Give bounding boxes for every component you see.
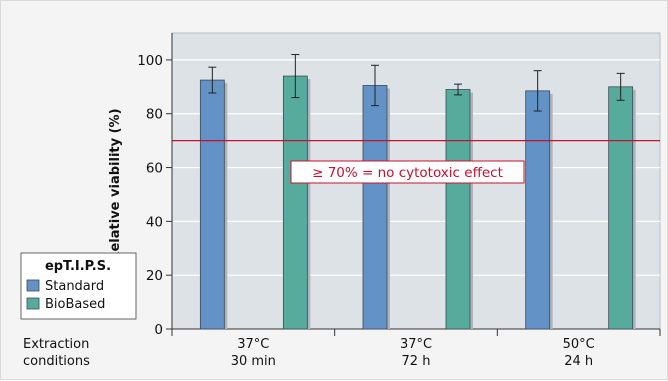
- y-tick-label: 80: [146, 107, 163, 123]
- bars: [199, 54, 636, 330]
- y-tick-label: 0: [154, 322, 163, 338]
- bar-biobased: [445, 89, 471, 330]
- bar-standard: [525, 90, 551, 330]
- legend-swatch: [26, 279, 40, 292]
- bar-biobased: [282, 75, 308, 330]
- legend: epT.I.P.S. Standard BioBased: [20, 252, 137, 320]
- y-tick-label: 60: [146, 161, 163, 177]
- legend-label: Standard: [45, 279, 104, 294]
- labels: 37°C 30 min 37°C 72 h 50°C 24 h Extraction cond…: [23, 337, 595, 369]
- x-tick-label: 30 min: [231, 354, 276, 369]
- y-tick-label: 100: [137, 53, 163, 69]
- y-axis-title: Relative viability (%): [108, 108, 123, 261]
- x-tick-label: 37°C: [237, 337, 269, 352]
- x-axis-title: conditions: [23, 354, 90, 369]
- bar-standard: [199, 79, 225, 330]
- x-tick-label: 50°C: [563, 337, 595, 352]
- bar-biobased: [608, 86, 634, 330]
- legend-box: [20, 252, 137, 320]
- y-tick-label: 20: [146, 268, 163, 284]
- legend-swatch: [26, 297, 40, 310]
- legend-label: BioBased: [45, 297, 105, 312]
- x-axis: [171, 328, 661, 336]
- legend-title: epT.I.P.S.: [45, 259, 111, 274]
- x-tick-label: 72 h: [402, 354, 431, 369]
- x-axis-title: Extraction: [23, 337, 89, 352]
- y-tick-label: 40: [146, 214, 163, 230]
- x-tick-label: 24 h: [564, 354, 593, 369]
- x-tick-label: 37°C: [400, 337, 432, 352]
- threshold-annotation: ≥ 70% = no cytotoxic effect: [312, 165, 503, 181]
- gridlines: [172, 59, 660, 276]
- y-axis: 0 20 40 60 80 100 Relative viability (%): [108, 33, 173, 338]
- bar-standard: [362, 85, 388, 330]
- threshold: ≥ 70% = no cytotoxic effect: [172, 139, 660, 184]
- threshold-annotation-box: [290, 160, 525, 184]
